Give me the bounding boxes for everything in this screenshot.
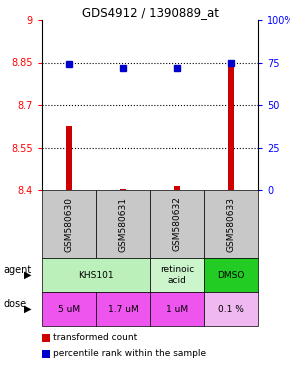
Text: ▶: ▶ <box>24 270 32 280</box>
Text: GSM580630: GSM580630 <box>64 197 73 252</box>
Text: agent: agent <box>3 265 31 275</box>
Text: GSM580632: GSM580632 <box>173 197 182 252</box>
Bar <box>174 186 180 190</box>
Text: 1.7 uM: 1.7 uM <box>108 305 138 313</box>
Text: 1 uM: 1 uM <box>166 305 188 313</box>
Text: KHS101: KHS101 <box>78 270 114 280</box>
Text: dose: dose <box>3 299 26 309</box>
Text: transformed count: transformed count <box>53 333 137 343</box>
Bar <box>120 189 126 190</box>
Text: 0.1 %: 0.1 % <box>218 305 244 313</box>
Text: ▶: ▶ <box>24 304 32 314</box>
Text: 5 uM: 5 uM <box>58 305 80 313</box>
Text: percentile rank within the sample: percentile rank within the sample <box>53 349 206 359</box>
Text: DMSO: DMSO <box>217 270 245 280</box>
Bar <box>66 126 72 190</box>
Title: GDS4912 / 1390889_at: GDS4912 / 1390889_at <box>81 6 218 19</box>
Bar <box>228 61 234 190</box>
Text: GSM580633: GSM580633 <box>226 197 235 252</box>
Text: GSM580631: GSM580631 <box>119 197 128 252</box>
Text: retinoic
acid: retinoic acid <box>160 265 194 285</box>
